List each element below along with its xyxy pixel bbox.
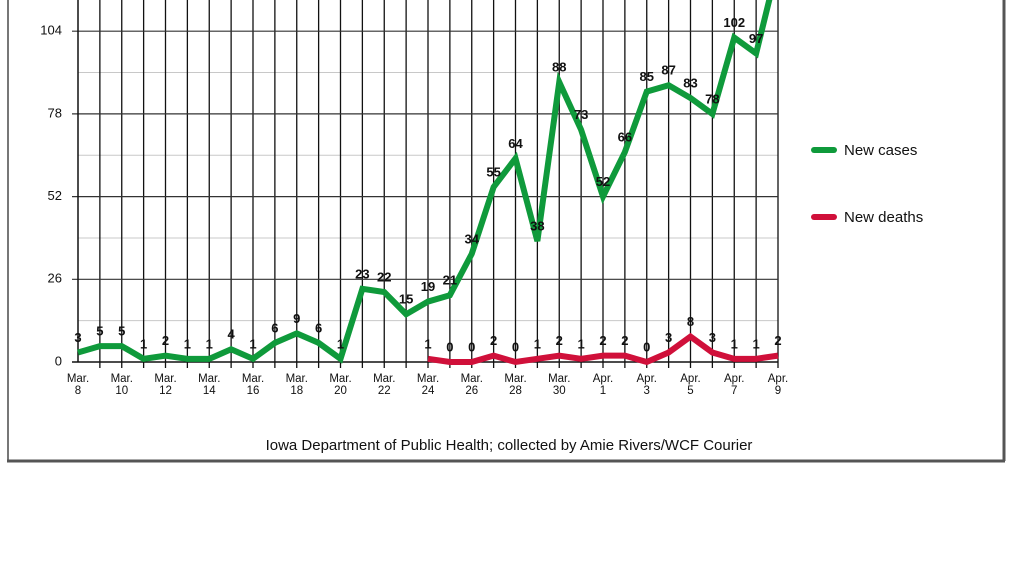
value-label: 78 <box>705 91 719 106</box>
value-label: 2 <box>774 333 781 348</box>
value-label: 8 <box>687 314 694 329</box>
value-label: 5 <box>118 324 125 339</box>
x-tick-label: Apr. 3 <box>637 373 657 397</box>
x-tick-label: Apr. 5 <box>680 373 700 397</box>
value-label: 21 <box>443 273 457 288</box>
x-tick-label: Apr. 1 <box>593 373 613 397</box>
x-tick-label: Mar. 20 <box>329 373 351 397</box>
value-label: 0 <box>446 339 453 354</box>
value-label: 66 <box>618 130 632 145</box>
legend-label: New cases <box>844 142 917 159</box>
value-label: 0 <box>468 339 475 354</box>
series-line <box>77 0 773 364</box>
x-tick-label: Mar. 14 <box>198 373 220 397</box>
value-label: 55 <box>486 164 500 179</box>
value-label: 38 <box>530 219 544 234</box>
y-tick-label: 0 <box>55 353 62 368</box>
value-label: 22 <box>377 269 391 284</box>
value-label: 97 <box>749 31 763 46</box>
value-label: 2 <box>599 333 606 348</box>
value-label: 3 <box>74 330 81 345</box>
y-tick-label: 26 <box>48 271 62 286</box>
value-label: 1 <box>731 336 738 351</box>
value-label: 2 <box>162 333 169 348</box>
x-tick-label: Mar. 22 <box>373 373 395 397</box>
value-label: 1 <box>249 336 256 351</box>
x-tick-label: Mar. 24 <box>417 373 439 397</box>
x-tick-label: Mar. 8 <box>67 373 89 397</box>
value-label: 6 <box>315 320 322 335</box>
value-label: 0 <box>643 339 650 354</box>
value-label: 64 <box>508 136 523 151</box>
value-label: 73 <box>574 107 588 122</box>
value-label: 15 <box>399 292 413 307</box>
x-tick-label: Mar. 16 <box>242 373 264 397</box>
y-tick-label: 52 <box>48 188 62 203</box>
value-label: 0 <box>512 339 519 354</box>
value-label: 34 <box>465 231 480 246</box>
x-tick-label: Mar. 12 <box>154 373 176 397</box>
value-label: 88 <box>552 60 566 75</box>
value-label: 1 <box>534 336 541 351</box>
value-label: 1 <box>753 336 760 351</box>
value-label: 102 <box>723 15 745 30</box>
value-label: 1 <box>140 336 147 351</box>
source: Iowa Department of Public Health; collec… <box>266 437 753 454</box>
x-tick-label: Mar. 10 <box>111 373 133 397</box>
value-label: 52 <box>596 174 610 189</box>
value-label: 1 <box>206 336 213 351</box>
value-label: 87 <box>661 63 675 78</box>
value-label: 2 <box>490 333 497 348</box>
x-tick-label: Mar. 26 <box>461 373 483 397</box>
value-label: 4 <box>228 327 236 342</box>
value-label: 19 <box>421 279 435 294</box>
value-label: 1 <box>184 336 191 351</box>
value-label: 2 <box>556 333 563 348</box>
x-tick-label: Apr. 7 <box>724 373 744 397</box>
x-tick-label: Mar. 30 <box>548 373 570 397</box>
value-label: 23 <box>355 266 369 281</box>
value-label: 5 <box>96 324 103 339</box>
x-tick-label: Mar. 28 <box>504 373 526 397</box>
value-label: 3 <box>709 330 716 345</box>
series-line <box>427 332 779 366</box>
value-label: 1 <box>337 336 344 351</box>
y-tick-label: 78 <box>48 105 62 120</box>
value-label: 9 <box>293 311 300 326</box>
value-label: 1 <box>578 336 585 351</box>
y-tick-label: 104 <box>40 23 62 38</box>
value-label: 2 <box>621 333 628 348</box>
value-label: 6 <box>271 320 278 335</box>
x-tick-label: Apr. 9 <box>768 373 788 397</box>
x-tick-label: Mar. 18 <box>286 373 308 397</box>
value-label: 85 <box>640 69 654 84</box>
legend-label: New deaths <box>844 209 923 226</box>
value-label: 83 <box>683 75 697 90</box>
value-label: 1 <box>424 336 431 351</box>
value-label: 3 <box>665 330 672 345</box>
